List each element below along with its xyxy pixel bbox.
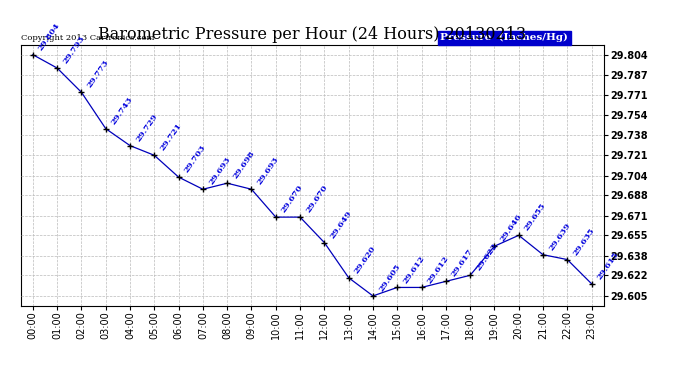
Text: 29.693: 29.693 — [256, 156, 281, 186]
Text: 29.670: 29.670 — [304, 183, 329, 214]
Text: 29.655: 29.655 — [523, 202, 548, 232]
Text: 29.670: 29.670 — [280, 183, 305, 214]
Text: 29.721: 29.721 — [159, 122, 184, 153]
Text: 29.612: 29.612 — [426, 254, 451, 285]
Text: 29.620: 29.620 — [353, 244, 377, 275]
Title: Barometric Pressure per Hour (24 Hours) 20130213: Barometric Pressure per Hour (24 Hours) … — [98, 27, 526, 44]
Text: 29.622: 29.622 — [474, 242, 499, 273]
Text: 29.793: 29.793 — [61, 34, 86, 65]
Text: 29.698: 29.698 — [231, 150, 257, 180]
Text: 29.612: 29.612 — [402, 254, 426, 285]
Text: 29.646: 29.646 — [499, 213, 524, 243]
Text: Copyright 2013 Cartronics.com: Copyright 2013 Cartronics.com — [21, 34, 154, 42]
Text: Pressure  (Inches/Hg): Pressure (Inches/Hg) — [440, 33, 569, 42]
Text: 29.693: 29.693 — [207, 156, 232, 186]
Text: 29.703: 29.703 — [183, 144, 208, 174]
Text: 29.615: 29.615 — [595, 250, 621, 281]
Text: 29.639: 29.639 — [547, 221, 572, 252]
Text: 29.649: 29.649 — [328, 209, 353, 240]
Text: 29.773: 29.773 — [86, 59, 110, 90]
Text: 29.729: 29.729 — [134, 112, 159, 143]
Text: 29.743: 29.743 — [110, 95, 135, 126]
Text: 29.804: 29.804 — [37, 21, 62, 52]
Text: 29.635: 29.635 — [571, 226, 596, 257]
Text: 29.617: 29.617 — [450, 248, 475, 279]
Text: 29.605: 29.605 — [377, 262, 402, 293]
